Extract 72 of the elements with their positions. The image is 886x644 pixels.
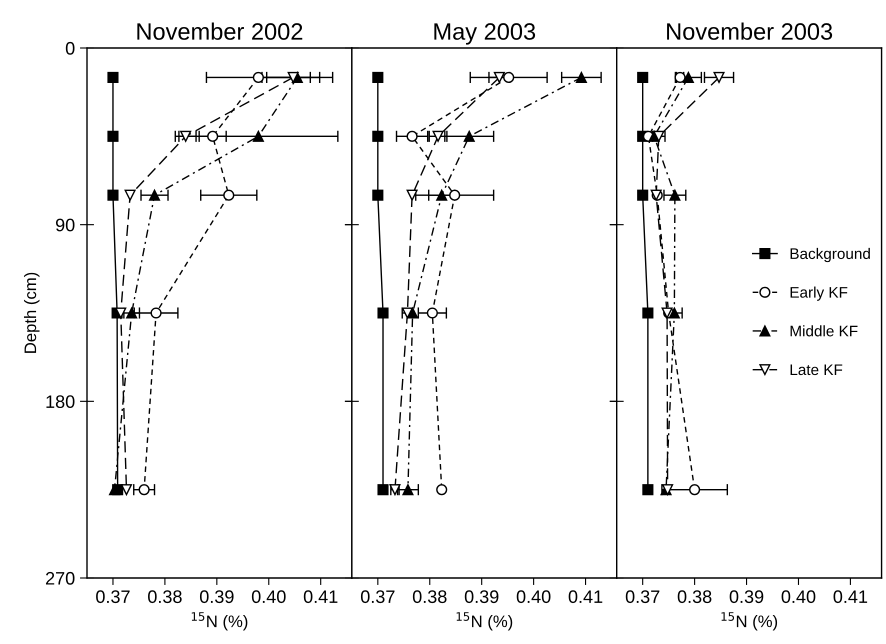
- chart-title: November 2002: [137, 22, 302, 40]
- point: [713, 72, 725, 83]
- legend-label: Early KF: [790, 286, 848, 301]
- point: [108, 484, 120, 496]
- point: [180, 130, 192, 142]
- chart-title: November 2003: [667, 22, 832, 40]
- point: [252, 72, 264, 83]
- y-tick-label: 270: [46, 572, 74, 585]
- x-tick-label: 0.38: [148, 590, 182, 604]
- x-axis-title: $^{15}$N (%): [192, 612, 248, 631]
- y-tick-label: 90: [56, 218, 74, 232]
- point: [426, 307, 438, 319]
- x-tick-label: 0.41: [834, 590, 868, 604]
- point: [668, 307, 680, 319]
- legend-label: Late KF: [790, 364, 842, 376]
- point: [406, 130, 418, 142]
- point: [107, 130, 119, 142]
- x-tick-label: 0.40: [782, 590, 816, 604]
- y-tick-label: 180: [46, 395, 74, 408]
- point: [436, 484, 448, 496]
- point: [223, 190, 234, 201]
- point: [503, 72, 514, 83]
- x-tick-label: 0.41: [568, 590, 602, 604]
- point: [637, 72, 648, 83]
- x-axis-title: $^{15}$N (%): [722, 612, 778, 631]
- point: [377, 484, 389, 496]
- point: [252, 130, 264, 142]
- point: [402, 484, 414, 496]
- point: [637, 190, 648, 201]
- point: [669, 190, 680, 201]
- x-tick-label: 0.38: [412, 590, 447, 604]
- x-tick-label: 0.38: [678, 590, 712, 604]
- x-tick-label: 0.37: [360, 590, 394, 604]
- point: [138, 484, 150, 496]
- point: [107, 190, 119, 201]
- point: [107, 72, 119, 83]
- point: [372, 72, 384, 83]
- x-tick-label: 0.41: [304, 590, 338, 604]
- point: [120, 484, 132, 496]
- point: [372, 130, 384, 142]
- x-tick-label: 0.40: [516, 590, 550, 604]
- x-tick-label: 0.39: [730, 590, 764, 604]
- x-tick-label: 0.40: [252, 590, 286, 604]
- point: [207, 130, 218, 142]
- point: [377, 307, 389, 319]
- point: [576, 72, 587, 83]
- chart-title: May 2003: [434, 23, 536, 45]
- point: [406, 190, 418, 201]
- point: [642, 484, 654, 496]
- point: [682, 72, 694, 83]
- point: [449, 190, 460, 201]
- legend-label: Background: [790, 248, 870, 262]
- point: [464, 130, 475, 142]
- x-tick-label: 0.37: [96, 590, 130, 604]
- point: [372, 190, 384, 201]
- point: [148, 190, 160, 201]
- x-tick-label: 0.39: [200, 590, 234, 604]
- point: [689, 484, 700, 496]
- x-tick-label: 0.37: [626, 590, 660, 604]
- legend-label: Middle KF: [790, 325, 858, 336]
- point: [494, 72, 505, 83]
- point: [436, 190, 448, 201]
- point: [642, 307, 654, 319]
- point: [288, 72, 299, 83]
- point: [432, 130, 444, 142]
- x-axis-title: $^{15}$N (%): [456, 612, 512, 631]
- y-axis-title: Depth (cm): [24, 272, 40, 353]
- point: [126, 307, 138, 319]
- y-tick-label: 0: [66, 42, 74, 55]
- point: [124, 190, 136, 201]
- x-tick-label: 0.39: [464, 590, 498, 604]
- point: [150, 307, 162, 319]
